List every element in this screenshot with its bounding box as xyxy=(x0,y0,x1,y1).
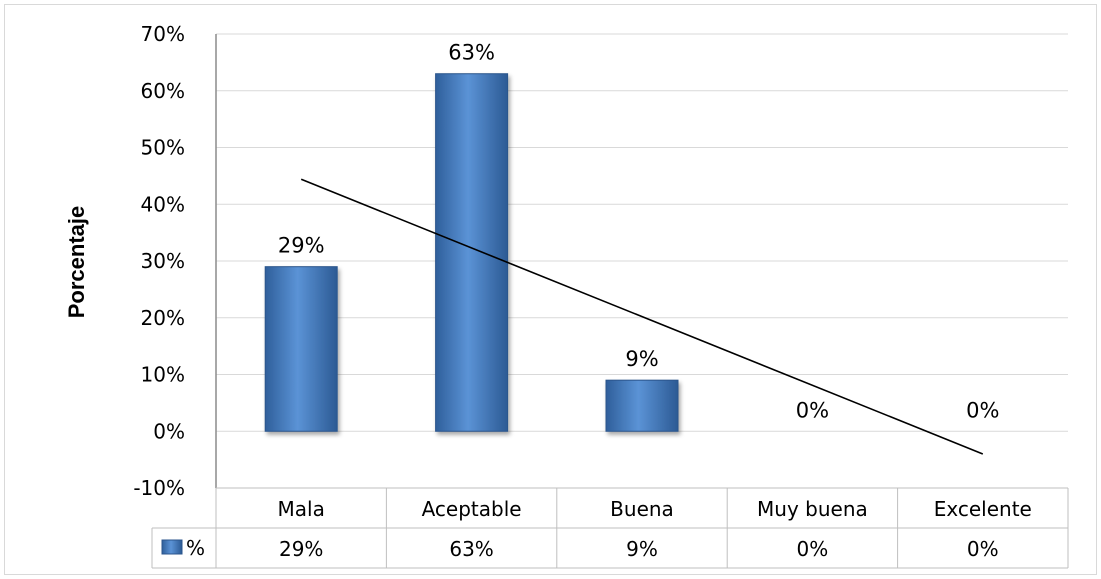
table-value: 0% xyxy=(967,537,999,561)
chart-frame xyxy=(4,4,1097,575)
y-tick-label: 30% xyxy=(141,249,185,273)
bar xyxy=(264,266,338,432)
category-label: Aceptable xyxy=(422,497,522,521)
data-labels: 29% 63% 9% 0% 0% xyxy=(278,41,1000,423)
y-tick-label: 0% xyxy=(153,419,185,443)
data-label: 9% xyxy=(625,347,658,371)
data-table: Mala 29% Aceptable 63% Buena 9% Muy buena 0% Exc… xyxy=(151,487,1069,569)
trendline-line xyxy=(300,178,984,455)
legend-key xyxy=(161,539,183,555)
category-label: Mala xyxy=(278,497,325,521)
trendline xyxy=(300,178,984,455)
y-tick-label: 50% xyxy=(141,136,185,160)
y-axis-label: Porcentaje xyxy=(64,206,89,319)
data-label: 63% xyxy=(448,41,495,65)
table-value: 29% xyxy=(279,537,323,561)
y-tick-label: -10% xyxy=(133,476,185,500)
bar xyxy=(435,73,509,432)
y-tick-label: 40% xyxy=(141,192,185,216)
table-value: 63% xyxy=(449,537,493,561)
table-value: 9% xyxy=(626,537,658,561)
category-label: Muy buena xyxy=(757,497,868,521)
data-label: 0% xyxy=(796,398,829,422)
y-axis-ticks: 70% 60% 50% 40% 30% 20% 10% 0% -10% xyxy=(133,22,185,500)
category-label: Buena xyxy=(610,497,674,521)
y-tick-label: 20% xyxy=(141,306,185,330)
y-tick-label: 60% xyxy=(141,79,185,103)
bars xyxy=(264,73,679,432)
legend-series-name: % xyxy=(186,536,205,560)
data-label: 29% xyxy=(278,234,325,258)
data-label: 0% xyxy=(966,398,999,422)
y-tick-label: 10% xyxy=(141,363,185,387)
category-label: Excelente xyxy=(934,497,1032,521)
y-tick-label: 70% xyxy=(141,22,185,46)
bar xyxy=(605,379,679,432)
table-value: 0% xyxy=(797,537,829,561)
